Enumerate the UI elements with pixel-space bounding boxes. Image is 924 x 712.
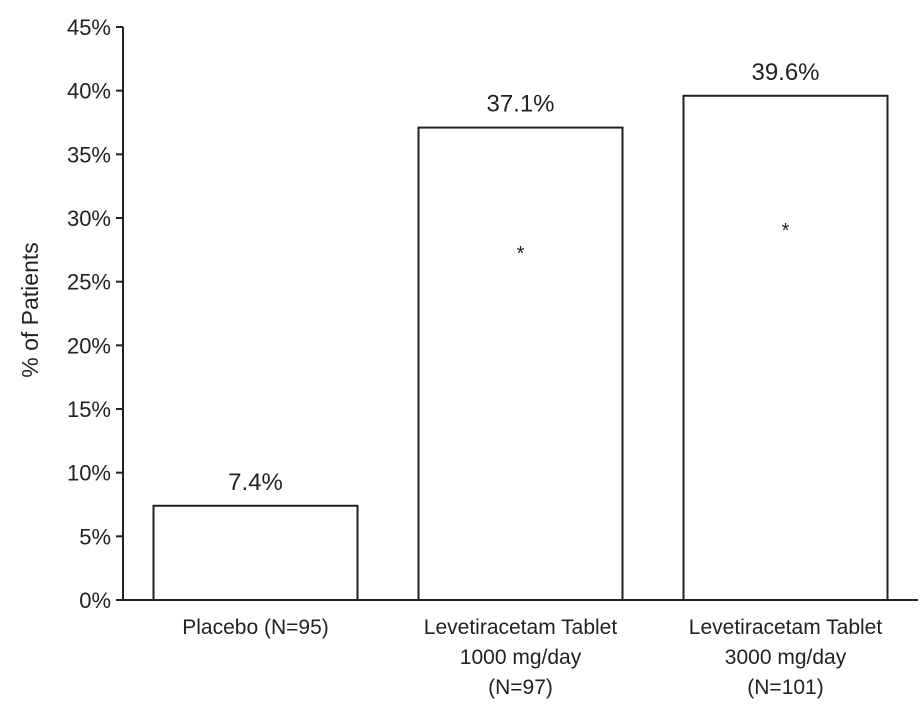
x-category-label-line: 1000 mg/day xyxy=(460,646,582,669)
x-category-label: Levetiracetam Tablet 3000 mg/day (N=101) xyxy=(689,616,883,699)
significance-marker: * xyxy=(517,243,525,265)
data-label: 39.6% xyxy=(751,59,819,86)
y-tick-label: 20% xyxy=(67,333,111,358)
significance-marker: * xyxy=(782,220,790,242)
x-category-label-line: Levetiracetam Tablet xyxy=(689,616,883,639)
x-category-label-line: (N=97) xyxy=(488,676,553,699)
y-tick-label: 15% xyxy=(67,397,111,422)
bars: 7.4% 37.1% * 39.6% * xyxy=(152,59,889,602)
x-axis: Placebo (N=95) Levetiracetam Tablet 1000 m… xyxy=(123,599,918,699)
data-label: 7.4% xyxy=(228,469,283,496)
y-tick-label: 45% xyxy=(67,15,111,40)
bar xyxy=(152,504,359,602)
x-category-label-line: (N=101) xyxy=(747,676,823,699)
y-tick-label: 5% xyxy=(79,524,111,549)
y-tick-label: 10% xyxy=(67,461,111,486)
y-tick-label: 35% xyxy=(67,142,111,167)
data-label: 37.1% xyxy=(486,91,554,118)
x-category-label: Placebo (N=95) xyxy=(182,616,329,639)
x-category-label-line: Placebo (N=95) xyxy=(182,616,329,639)
y-tick-label: 40% xyxy=(67,79,111,104)
y-tick-label: 30% xyxy=(67,206,111,231)
x-category-label-line: Levetiracetam Tablet xyxy=(424,616,618,639)
y-tick-label: 0% xyxy=(79,588,111,613)
x-category-label-line: 3000 mg/day xyxy=(725,646,847,669)
y-tick-label: 25% xyxy=(67,270,111,295)
x-category-label: Levetiracetam Tablet 1000 mg/day (N=97) xyxy=(424,616,618,699)
bar xyxy=(417,126,624,602)
y-axis-title: % of Patients xyxy=(17,242,43,378)
bar xyxy=(682,94,889,601)
y-axis: 0% 5% 10% 15% 20% 25% 30% 35% 40% 45% xyxy=(67,15,124,613)
